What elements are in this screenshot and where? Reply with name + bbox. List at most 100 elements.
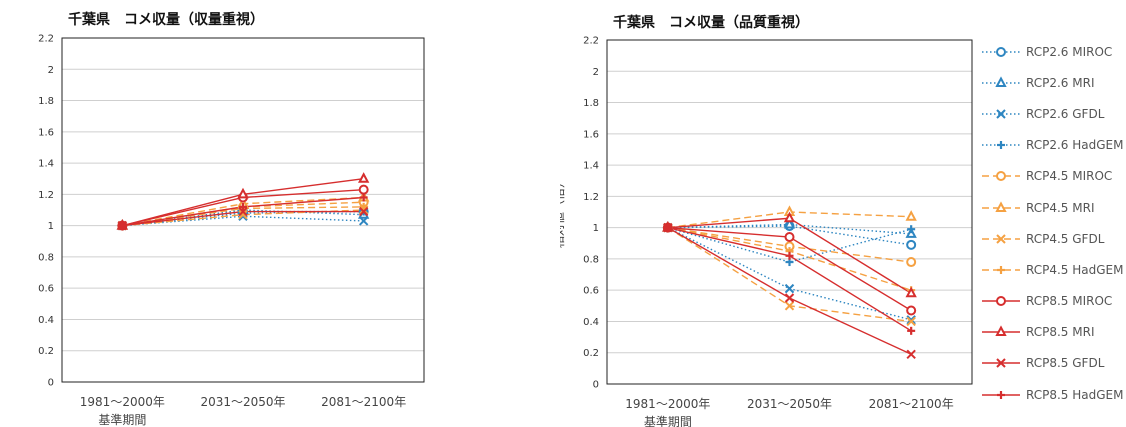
legend-label: RCP4.5 MRI (1026, 200, 1095, 215)
left-chart-ytick-label: 0.6 (38, 284, 54, 295)
right-chart-xtick-label: 2081～2100年 (869, 397, 954, 411)
legend-swatch (982, 141, 1020, 150)
legend-swatch (982, 390, 1020, 399)
legend-swatch (982, 46, 1020, 57)
legend-swatch (982, 234, 1020, 244)
left-chart-xtick-label: 2081～2100年 (321, 395, 406, 409)
left-chart-data-point (359, 202, 368, 211)
right-chart-data-point (784, 232, 795, 243)
right-chart-data-point (905, 286, 917, 298)
legend-swatch (982, 325, 1020, 337)
right-chart-data-point (906, 315, 916, 325)
left-chart-data-point (359, 193, 368, 202)
right-chart-series-line (667, 223, 912, 235)
legend-label: RCP8.5 HadGEM (1026, 387, 1124, 402)
left-chart-plot-frame (61, 37, 425, 383)
left-chart-ytick-label: 1.8 (38, 96, 54, 107)
legend-swatch (982, 296, 1020, 307)
right-chart-ytick-label: 1 (593, 223, 599, 234)
left-chart-x-sublabel: 基準期間 (98, 412, 146, 427)
legend-swatch (982, 76, 1020, 87)
chart-right: 千葉県 コメ収量（品質重視） 0 0.2 0.4 0.6 0.8 1 1.2 1.4 1.6 1.8… (560, 14, 973, 427)
left-chart-data-point (238, 206, 248, 217)
left-chart-xtick-label: 2031～2050年 (200, 395, 285, 409)
legend-marker (995, 200, 1007, 212)
legend-marker (996, 46, 1006, 57)
right-chart-xtick-label: 1981～2000年 (625, 397, 710, 411)
chart-left: 千葉県 コメ収量（収量重視） 0 0.2 0.4 0.6 0.8 1 1.2 1.4 1.6 1.8… (38, 11, 425, 427)
legend-label: RCP8.5 MIROC (1026, 294, 1113, 309)
right-chart-data-point (907, 225, 916, 234)
right-chart-ytick-label: 1.6 (583, 129, 599, 140)
left-chart-ytick-label: 1.6 (38, 127, 54, 138)
right-chart-data-point (784, 301, 795, 311)
legend-marker (996, 109, 1006, 119)
legend-item: RCP8.5 HadGEM (980, 379, 1126, 410)
legend-marker (997, 265, 1005, 274)
right-chart-title: 千葉県 コメ収量（品質重視） (613, 14, 809, 31)
left-chart-xtick-label: 1981～2000年 (80, 395, 165, 409)
right-chart-data-point (906, 305, 917, 316)
legend-swatch (982, 109, 1020, 119)
legend-label: RCP2.6 MRI (1026, 75, 1095, 90)
right-chart-y-axis-label: 相対値（倍） (560, 176, 566, 248)
right-chart-ytick-label: 0.6 (583, 286, 599, 297)
right-chart-data-point (784, 293, 795, 303)
right-chart-ytick-label: 2 (593, 67, 599, 78)
legend-item: RCP8.5 GFDL (980, 348, 1126, 379)
right-chart-ytick-label: 2.2 (583, 36, 599, 47)
legend-swatch (982, 200, 1020, 212)
legend-label: RCP4.5 GFDL (1026, 231, 1105, 246)
legend-marker (996, 358, 1006, 369)
legend: RCP2.6 MIROC RCP2.6 MRI RCP2.6 GFDL RCP2.6 … (980, 36, 1126, 410)
left-chart-data-point (238, 209, 248, 220)
left-chart-data-point (239, 202, 247, 211)
right-chart-ytick-label: 0.2 (583, 348, 599, 359)
right-chart-data-point (663, 223, 672, 232)
legend-item: RCP2.6 MIROC (980, 36, 1126, 67)
legend-item: RCP2.6 GFDL (980, 98, 1126, 129)
left-chart-ytick-label: 0.8 (38, 252, 54, 263)
right-chart-ytick-label: 1.2 (583, 192, 599, 203)
right-chart-ytick-label: 1.8 (583, 98, 599, 109)
right-chart-ytick-label: 1.4 (583, 161, 599, 172)
legend-swatch (982, 171, 1020, 182)
left-chart-ytick-label: 1.2 (38, 190, 54, 201)
right-chart-plot-frame (606, 39, 973, 385)
right-chart-data-point (906, 257, 917, 268)
left-chart-ytick-label: 0 (48, 378, 54, 389)
legend-label: RCP8.5 GFDL (1026, 356, 1105, 371)
legend-label: RCP4.5 HadGEM (1026, 262, 1124, 277)
left-chart-ytick-label: 2.2 (38, 34, 54, 45)
legend-label: RCP4.5 MIROC (1026, 169, 1113, 184)
legend-item: RCP4.5 HadGEM (980, 254, 1126, 285)
right-chart-data-point (905, 210, 917, 221)
left-chart-ytick-label: 1.4 (38, 159, 54, 170)
legend-label: RCP8.5 MRI (1026, 325, 1095, 340)
right-chart-x-sublabel: 基準期間 (644, 414, 692, 427)
left-chart-ytick-label: 0.4 (38, 315, 54, 326)
right-chart-data-point (783, 211, 796, 223)
right-chart-data-point (906, 239, 917, 250)
right-chart-data-point (906, 316, 916, 327)
legend-item: RCP4.5 MRI (980, 192, 1126, 223)
right-chart-xtick-label: 2031～2050年 (747, 397, 832, 411)
legend-marker (996, 171, 1006, 182)
left-chart-data-point (237, 187, 249, 199)
left-chart-ytick-label: 1 (48, 221, 54, 232)
legend-label: RCP2.6 HadGEM (1026, 138, 1124, 153)
right-chart-data-point (784, 283, 795, 294)
right-chart-data-point (906, 349, 916, 359)
left-chart-ytick-label: 2 (48, 65, 54, 76)
legend-item: RCP4.5 GFDL (980, 223, 1126, 254)
left-chart-data-point (357, 172, 370, 183)
left-chart-data-point (358, 216, 369, 226)
legend-label: RCP2.6 MIROC (1026, 44, 1113, 59)
legend-marker (997, 141, 1005, 150)
right-chart-ytick-label: 0.8 (583, 254, 599, 265)
left-chart-data-point (118, 221, 127, 230)
legend-marker (995, 325, 1007, 337)
right-chart-ytick-label: 0.4 (583, 317, 599, 328)
legend-marker (995, 76, 1007, 87)
left-chart-data-point (358, 206, 369, 217)
